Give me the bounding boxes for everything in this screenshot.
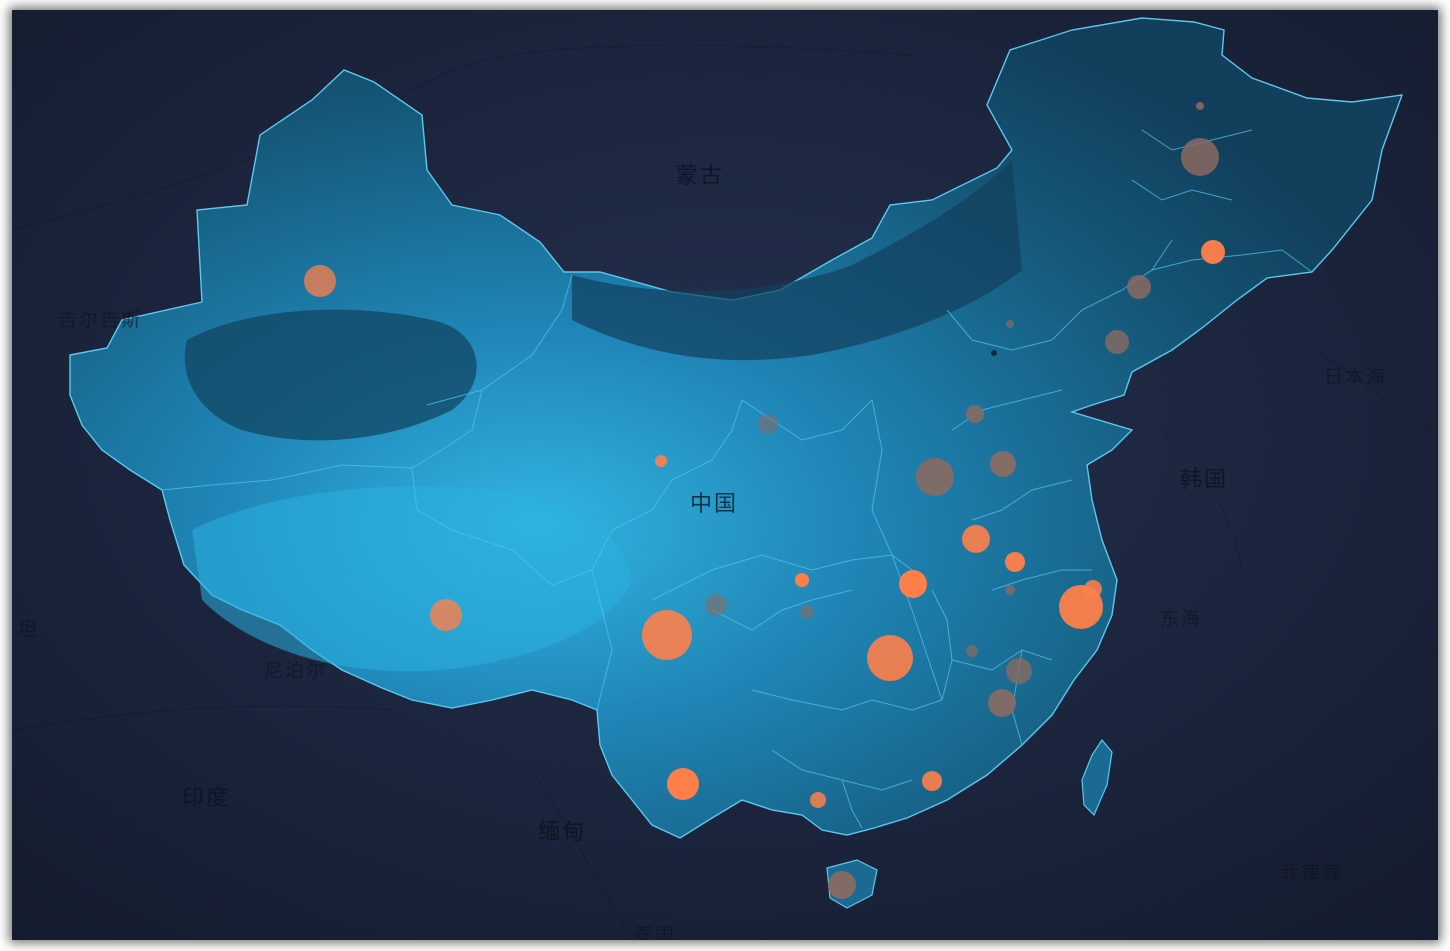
city-bubble[interactable] [988, 689, 1016, 717]
city-bubbles [304, 102, 1225, 899]
city-bubble[interactable] [922, 771, 942, 791]
city-bubble[interactable] [1196, 102, 1204, 110]
label-india: 印度 [182, 786, 231, 811]
label-sea-of-japan: 日本海 [1324, 366, 1388, 388]
city-bubble[interactable] [1127, 275, 1151, 299]
city-bubble[interactable] [800, 605, 814, 619]
tibet-highlight [192, 486, 632, 672]
city-bubble[interactable] [1005, 552, 1025, 572]
city-bubble[interactable] [655, 455, 667, 467]
city-bubble[interactable] [867, 635, 913, 681]
label-nepal: 尼泊尔 [264, 660, 328, 682]
city-bubble[interactable] [1006, 658, 1032, 684]
city-bubble[interactable] [916, 458, 954, 496]
city-bubble[interactable] [962, 525, 990, 553]
neighbour-outlines [12, 44, 1433, 940]
city-bubble[interactable] [667, 768, 699, 800]
label-mongolia: 蒙古 [676, 164, 725, 189]
city-bubble[interactable] [642, 610, 692, 660]
city-bubble[interactable] [1201, 240, 1225, 264]
city-bubble[interactable] [1105, 330, 1129, 354]
china-bubble-map[interactable] [12, 10, 1438, 940]
north-shade [572, 160, 1022, 361]
city-bubble[interactable] [705, 594, 727, 616]
city-bubble[interactable] [966, 405, 984, 423]
label-korea: 韩国 [1180, 468, 1229, 493]
city-bubble[interactable] [990, 451, 1016, 477]
city-bubble[interactable] [899, 570, 927, 598]
city-bubble[interactable] [828, 871, 856, 899]
city-bubble[interactable] [1181, 138, 1219, 176]
label-kyrgyzstan: 吉尔吉斯 [58, 309, 143, 331]
label-tan: 坦 [18, 618, 40, 640]
city-bubble[interactable] [1005, 585, 1015, 595]
city-bubble[interactable] [1006, 320, 1014, 328]
map-frame: 蒙古 中国 韩国 日本海 东海 吉尔吉斯 尼泊尔 印度 缅甸 泰国 菲律宾 坦 [12, 10, 1438, 940]
beijing-marker [991, 350, 997, 356]
city-bubble[interactable] [795, 573, 809, 587]
label-east-china-sea: 东海 [1160, 608, 1203, 630]
city-bubble[interactable] [966, 645, 978, 657]
label-thailand: 泰国 [634, 924, 677, 940]
city-bubble[interactable] [304, 265, 336, 297]
city-bubble[interactable] [430, 599, 462, 631]
city-bubble[interactable] [1059, 585, 1103, 629]
label-philippines: 菲律宾 [1280, 862, 1344, 884]
label-china: 中国 [690, 492, 739, 517]
city-bubble[interactable] [810, 792, 826, 808]
tarim-basin-shade [184, 309, 477, 441]
city-bubble[interactable] [758, 414, 778, 434]
label-myanmar: 缅甸 [538, 820, 587, 845]
province-borders [161, 129, 1313, 829]
taiwan-landmass [1081, 738, 1113, 817]
